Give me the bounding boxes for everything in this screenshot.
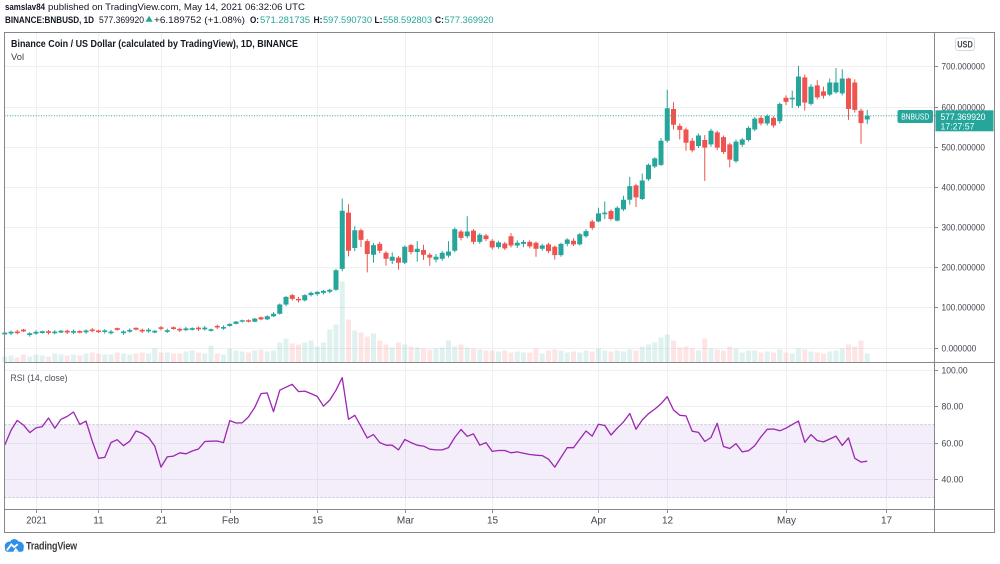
svg-text:L:: L:: [375, 14, 383, 25]
svg-text:700.000000: 700.000000: [942, 62, 986, 72]
svg-text:Vol: Vol: [11, 51, 24, 62]
svg-text:60.00: 60.00: [942, 439, 964, 449]
svg-text:Apr: Apr: [591, 516, 607, 527]
svg-text:Mar: Mar: [397, 516, 415, 527]
svg-text:15: 15: [487, 516, 499, 527]
svg-text:11: 11: [93, 516, 104, 527]
svg-text:577.369920: 577.369920: [941, 112, 986, 122]
svg-text:+6.189752 (+1.08%): +6.189752 (+1.08%): [154, 14, 245, 25]
svg-text:H:: H:: [314, 14, 323, 25]
svg-text:Binance Coin / US Dollar (calc: Binance Coin / US Dollar (calculated by …: [11, 39, 298, 50]
svg-text:500.000000: 500.000000: [942, 143, 986, 153]
svg-text:12: 12: [662, 516, 674, 527]
svg-text:2021: 2021: [26, 516, 47, 527]
svg-text:USD: USD: [957, 39, 973, 49]
svg-text:17: 17: [881, 516, 893, 527]
svg-text:577.369920: 577.369920: [445, 14, 494, 25]
svg-text:published on TradingView.com,: published on TradingView.com, May 14, 20…: [48, 1, 305, 12]
svg-text:558.592803: 558.592803: [383, 14, 432, 25]
svg-text:100.000000: 100.000000: [942, 303, 986, 313]
svg-text:80.00: 80.00: [942, 402, 964, 412]
svg-text:597.590730: 597.590730: [323, 14, 372, 25]
svg-text:Feb: Feb: [222, 516, 240, 527]
svg-text:0.000000: 0.000000: [942, 344, 977, 354]
svg-text:200.000000: 200.000000: [942, 263, 986, 273]
svg-text:300.000000: 300.000000: [942, 223, 986, 233]
svg-text:RSI (14, close): RSI (14, close): [11, 372, 68, 383]
svg-text:100.00: 100.00: [942, 366, 968, 376]
svg-text:TradingView: TradingView: [26, 540, 78, 552]
svg-text:400.000000: 400.000000: [942, 183, 986, 193]
svg-text:571.281735: 571.281735: [260, 14, 310, 25]
svg-text:May: May: [777, 516, 796, 527]
svg-text:15: 15: [312, 516, 324, 527]
svg-text:C:: C:: [435, 14, 444, 25]
svg-text:17:27:57: 17:27:57: [941, 121, 975, 131]
svg-text:O:: O:: [250, 14, 259, 25]
svg-text:40.00: 40.00: [942, 475, 964, 485]
svg-text:samslav84: samslav84: [5, 1, 46, 12]
svg-text:21: 21: [156, 516, 168, 527]
svg-text:BINANCE:BNBUSD, 1D: BINANCE:BNBUSD, 1D: [5, 14, 94, 25]
svg-text:600.000000: 600.000000: [942, 103, 986, 113]
svg-text:BNBUSD: BNBUSD: [901, 113, 929, 122]
svg-text:577.369920: 577.369920: [99, 14, 144, 25]
